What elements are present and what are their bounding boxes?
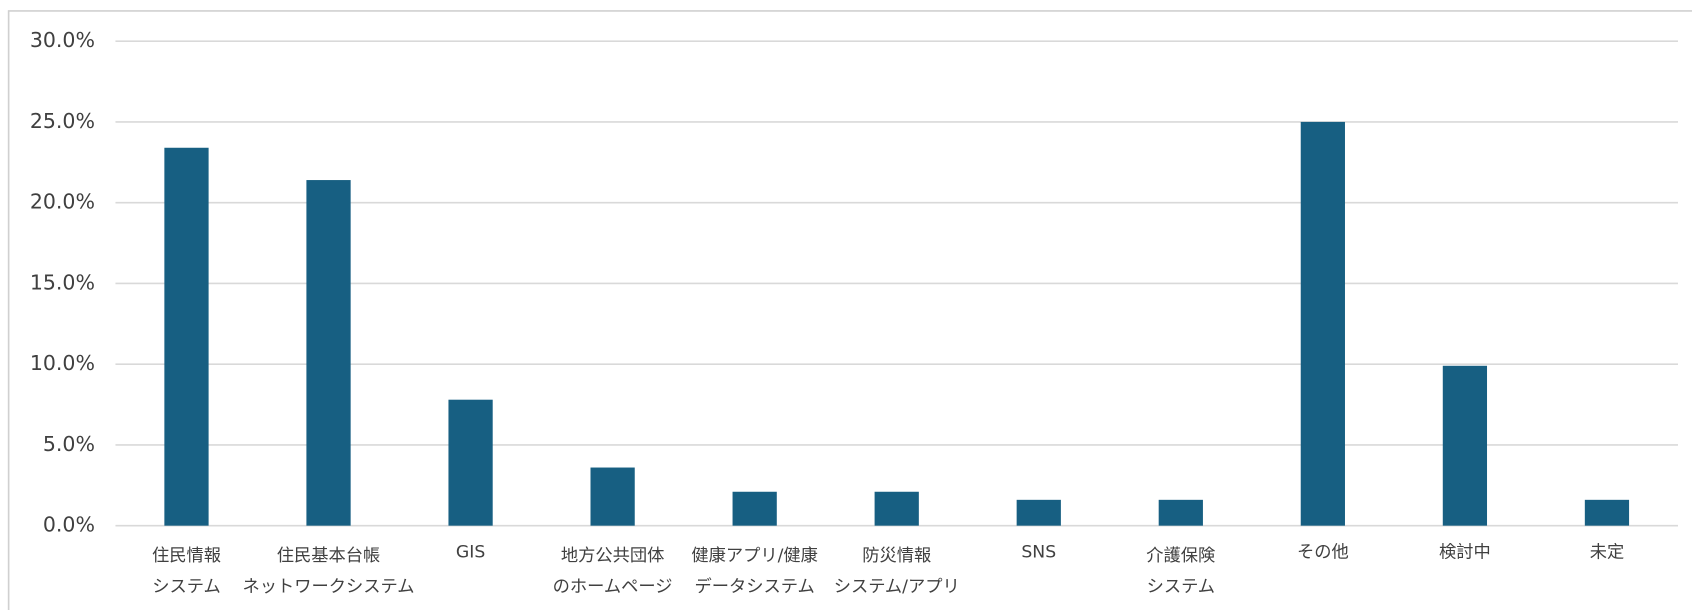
- x-tick-label: 未定: [1590, 543, 1625, 563]
- y-tick-label: 25.0%: [30, 109, 95, 133]
- x-tick-label: 健康アプリ/健康: [691, 546, 818, 566]
- x-tick-label: システム/アプリ: [834, 577, 960, 597]
- bar: [306, 180, 351, 526]
- bar: [448, 399, 493, 526]
- x-tick-label: データシステム: [695, 576, 815, 597]
- y-tick-label: 20.0%: [30, 190, 95, 214]
- x-tick-label: 介護保険: [1146, 546, 1215, 566]
- x-tick-label: 防災情報: [862, 546, 931, 566]
- y-tick-label: 15.0%: [30, 270, 95, 294]
- bar: [590, 467, 635, 526]
- bar: [1442, 365, 1488, 526]
- x-tick-label: SNS: [1021, 543, 1056, 563]
- bar: [164, 147, 209, 526]
- x-tick-label: GIS: [456, 543, 485, 563]
- x-tick-label: 検討中: [1439, 543, 1491, 563]
- bar: [1584, 499, 1630, 526]
- bar: [1300, 121, 1345, 526]
- x-tick-label: 地方公共団体: [561, 546, 665, 566]
- bar: [1016, 499, 1061, 526]
- y-tick-label: 10.0%: [30, 351, 95, 375]
- y-tick-label: 30.0%: [30, 28, 95, 52]
- chart-frame: [7, 10, 1692, 610]
- bar: [732, 491, 777, 526]
- x-tick-label: 住民情報: [152, 546, 221, 566]
- x-tick-label: 住民基本台帳: [277, 546, 381, 566]
- x-tick-label: その他: [1297, 543, 1349, 563]
- bar: [1158, 499, 1203, 526]
- x-tick-label: システム: [1147, 577, 1215, 597]
- x-tick-label: システム: [152, 577, 220, 597]
- y-tick-label: 5.0%: [43, 432, 95, 456]
- x-tick-label: ネットワークシステム: [243, 577, 415, 597]
- bar: [874, 491, 919, 526]
- y-tick-label: 0.0%: [43, 513, 95, 537]
- x-tick-label: のホームページ: [553, 577, 673, 597]
